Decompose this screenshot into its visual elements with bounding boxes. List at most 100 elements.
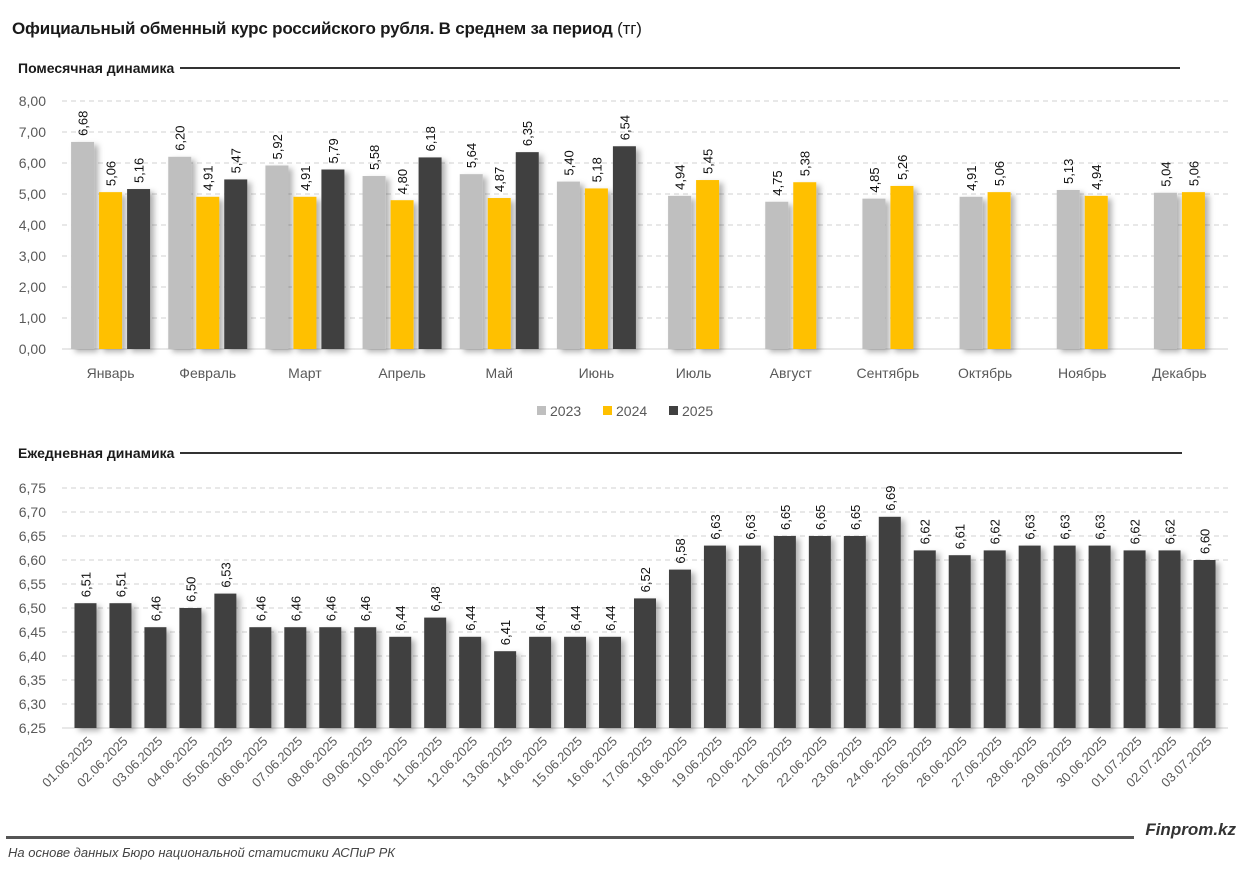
y-tick-label: 6,65 — [19, 528, 46, 544]
bar-daily — [1053, 545, 1076, 728]
legend-label-2024: 2024 — [616, 403, 647, 419]
bar-daily — [284, 627, 307, 728]
data-label: 4,75 — [770, 170, 785, 195]
data-label: 4,91 — [298, 165, 313, 190]
bar-2025 — [224, 179, 248, 349]
data-label: 6,44 — [533, 605, 548, 630]
x-category-label: Март — [288, 365, 322, 381]
data-label: 4,85 — [867, 167, 882, 192]
y-tick-label: 6,50 — [19, 600, 46, 616]
bar-daily — [773, 536, 796, 728]
y-tick-label: 8,00 — [19, 93, 46, 109]
monthly-section-title: Помесячная динамика — [18, 60, 175, 76]
data-label: 5,06 — [104, 161, 119, 186]
bar-2023 — [1153, 192, 1177, 349]
legend-swatch-2024 — [603, 406, 612, 415]
brand-label: Finprom.kz — [1145, 820, 1236, 839]
bar-2023 — [265, 165, 289, 349]
bar-daily — [144, 627, 167, 728]
bar-daily — [459, 636, 482, 728]
data-label: 6,48 — [428, 586, 443, 611]
x-category-label: Апрель — [378, 365, 426, 381]
data-label: 5,79 — [326, 138, 341, 163]
data-label: 6,63 — [1023, 514, 1038, 539]
bar-2023 — [168, 156, 192, 349]
bar-daily — [808, 536, 831, 728]
y-tick-label: 4,00 — [19, 217, 46, 233]
data-label: 6,20 — [173, 125, 188, 150]
bar-daily — [1123, 550, 1146, 728]
data-label: 6,62 — [988, 519, 1003, 544]
data-label: 4,91 — [201, 165, 216, 190]
source-note: На основе данных Бюро национальной стати… — [8, 845, 395, 860]
y-tick-label: 7,00 — [19, 124, 46, 140]
data-label: 5,40 — [561, 150, 576, 175]
data-label: 6,63 — [1058, 514, 1073, 539]
data-label: 5,47 — [229, 148, 244, 173]
data-label: 6,51 — [78, 572, 93, 597]
data-label: 6,61 — [953, 524, 968, 549]
y-tick-label: 6,70 — [19, 504, 46, 520]
x-category-label: Август — [770, 365, 813, 381]
data-label: 4,91 — [964, 165, 979, 190]
bar-2023 — [362, 176, 386, 349]
bar-2024 — [1084, 195, 1108, 349]
y-tick-label: 6,60 — [19, 552, 46, 568]
legend-swatch-2025 — [669, 406, 678, 415]
bar-daily — [703, 545, 726, 728]
bar-daily — [319, 627, 342, 728]
data-label: 4,80 — [395, 169, 410, 194]
bar-2024 — [584, 188, 608, 349]
data-label: 5,92 — [270, 134, 285, 159]
data-label: 6,46 — [253, 596, 268, 621]
x-category-label: Сентябрь — [857, 365, 920, 381]
x-category-label: Июнь — [579, 365, 615, 381]
bar-2024 — [196, 196, 220, 349]
bar-2023 — [959, 196, 983, 349]
data-label: 5,04 — [1158, 161, 1173, 186]
data-label: 6,46 — [148, 596, 163, 621]
data-label: 6,58 — [673, 538, 688, 563]
data-label: 6,18 — [423, 126, 438, 151]
data-label: 5,64 — [464, 143, 479, 168]
bar-daily — [214, 593, 237, 728]
data-label: 4,87 — [492, 167, 507, 192]
data-label: 6,44 — [568, 605, 583, 630]
data-label: 5,06 — [1186, 161, 1201, 186]
bar-2024 — [487, 198, 511, 349]
bar-2023 — [556, 181, 580, 349]
bar-2023 — [1056, 189, 1080, 349]
data-label: 6,35 — [520, 121, 535, 146]
bar-daily — [494, 651, 517, 728]
bar-daily — [1088, 545, 1111, 728]
bar-2025 — [515, 152, 539, 349]
bar-daily — [668, 569, 691, 728]
data-label: 6,68 — [76, 111, 91, 136]
bar-2024 — [99, 192, 123, 349]
data-label: 6,65 — [848, 505, 863, 530]
data-label: 6,41 — [498, 620, 513, 645]
bar-daily — [599, 636, 622, 728]
bar-daily — [564, 636, 587, 728]
bar-daily — [983, 550, 1006, 728]
x-category-label: Июль — [676, 365, 712, 381]
y-tick-label: 6,40 — [19, 648, 46, 664]
x-category-label: Февраль — [179, 365, 236, 381]
daily-section-header: Ежедневная динамика — [18, 445, 1183, 461]
bar-2025 — [127, 189, 151, 349]
monthly-chart: 0,00 1,00 2,00 3,00 4,00 5,00 6,00 7,00 8,00 Янва… — [19, 93, 1228, 419]
daily-section-title: Ежедневная динамика — [18, 445, 175, 461]
bar-2023 — [862, 198, 886, 349]
data-label: 5,38 — [798, 151, 813, 176]
bar-2024 — [793, 182, 817, 349]
data-label: 6,46 — [358, 596, 373, 621]
data-label: 6,65 — [778, 505, 793, 530]
x-category-label: Ноябрь — [1058, 365, 1107, 381]
data-label: 6,62 — [918, 519, 933, 544]
y-tick-label: 6,25 — [19, 720, 46, 736]
bar-2023 — [459, 174, 483, 349]
monthly-section-rule — [180, 67, 1181, 69]
bar-2023 — [668, 195, 692, 349]
bar-daily — [913, 550, 936, 728]
bar-daily — [389, 636, 412, 728]
